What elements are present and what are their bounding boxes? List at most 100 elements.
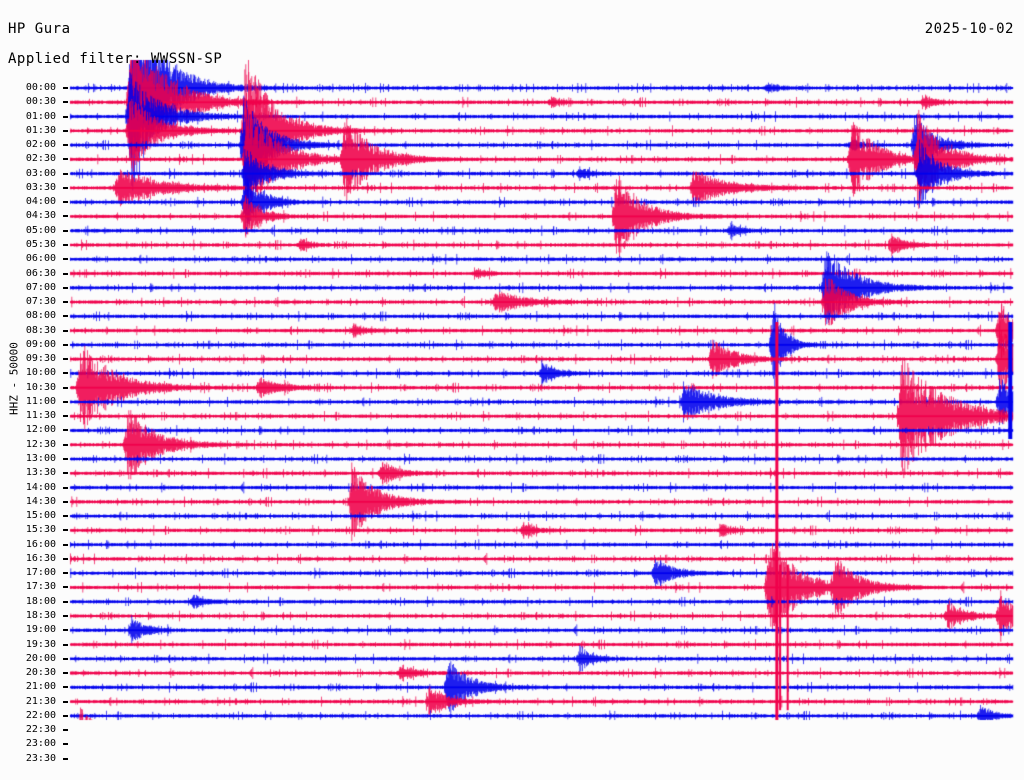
- time-label: 02:00: [25, 139, 56, 151]
- time-label: 06:00: [25, 253, 56, 265]
- time-tick: [63, 158, 68, 161]
- time-label: 03:30: [25, 181, 56, 193]
- time-tick: [63, 129, 68, 132]
- time-tick: [63, 486, 68, 489]
- time-label: 15:00: [25, 510, 56, 522]
- time-label: 10:00: [25, 367, 56, 379]
- time-label: 01:00: [25, 110, 56, 122]
- time-label: 17:00: [25, 567, 56, 579]
- time-label: 16:30: [25, 552, 56, 564]
- time-tick: [63, 757, 68, 760]
- time-label: 18:30: [25, 609, 56, 621]
- time-label: 14:30: [25, 495, 56, 507]
- time-tick: [63, 286, 68, 289]
- time-label: 04:30: [25, 210, 56, 222]
- time-tick: [63, 144, 68, 147]
- time-tick: [63, 272, 68, 275]
- time-label: 08:00: [25, 310, 56, 322]
- time-tick: [63, 201, 68, 204]
- time-tick: [63, 729, 68, 732]
- time-tick: [63, 543, 68, 546]
- time-tick: [63, 386, 68, 389]
- time-tick: [63, 101, 68, 104]
- time-tick: [63, 515, 68, 518]
- time-tick: [63, 714, 68, 717]
- time-tick: [63, 315, 68, 318]
- time-axis: 00:00 00:30 01:00 01:30 02:00 02:30 03:00 03:30…: [0, 0, 70, 780]
- time-tick: [63, 301, 68, 304]
- time-tick: [63, 657, 68, 660]
- time-tick: [63, 472, 68, 475]
- time-label: 16:00: [25, 538, 56, 550]
- time-label: 09:00: [25, 338, 56, 350]
- time-label: 07:30: [25, 296, 56, 308]
- time-label: 20:00: [25, 652, 56, 664]
- time-tick: [63, 415, 68, 418]
- time-tick: [63, 400, 68, 403]
- time-label: 21:30: [25, 695, 56, 707]
- time-label: 18:00: [25, 595, 56, 607]
- time-tick: [63, 743, 68, 746]
- time-label: 09:30: [25, 353, 56, 365]
- time-label: 03:00: [25, 167, 56, 179]
- time-label: 23:30: [25, 752, 56, 764]
- time-tick: [63, 586, 68, 589]
- time-tick: [63, 429, 68, 432]
- time-tick: [63, 529, 68, 532]
- time-label: 15:30: [25, 524, 56, 536]
- time-label: 13:30: [25, 467, 56, 479]
- time-tick: [63, 215, 68, 218]
- time-tick: [63, 700, 68, 703]
- applied-filter-label: Applied filter: WWSSN-SP: [8, 51, 223, 67]
- time-tick: [63, 87, 68, 89]
- time-label: 19:30: [25, 638, 56, 650]
- time-tick: [63, 600, 68, 603]
- time-label: 00:30: [25, 96, 56, 108]
- time-label: 02:30: [25, 153, 56, 165]
- time-tick: [63, 172, 68, 175]
- time-tick: [63, 115, 68, 118]
- time-label: 08:30: [25, 324, 56, 336]
- time-label: 12:00: [25, 424, 56, 436]
- time-label: 22:30: [25, 724, 56, 736]
- time-label: 17:30: [25, 581, 56, 593]
- time-label: 21:00: [25, 681, 56, 693]
- time-tick: [63, 557, 68, 560]
- time-label: 04:00: [25, 196, 56, 208]
- time-tick: [63, 343, 68, 346]
- time-tick: [63, 500, 68, 503]
- time-label: 11:00: [25, 395, 56, 407]
- time-tick: [63, 686, 68, 689]
- time-label: 13:00: [25, 453, 56, 465]
- date-label: 2025-10-02: [924, 21, 1014, 37]
- time-tick: [63, 372, 68, 375]
- time-tick: [63, 643, 68, 646]
- time-label: 05:00: [25, 224, 56, 236]
- time-label: 01:30: [25, 124, 56, 136]
- time-tick: [63, 229, 68, 232]
- time-label: 19:00: [25, 624, 56, 636]
- time-label: 07:00: [25, 281, 56, 293]
- time-label: 20:30: [25, 667, 56, 679]
- time-label: 23:00: [25, 738, 56, 750]
- time-tick: [63, 614, 68, 617]
- time-tick: [63, 329, 68, 332]
- time-tick: [63, 672, 68, 675]
- time-label: 00:00: [25, 82, 56, 93]
- time-tick: [63, 443, 68, 446]
- time-label: 06:30: [25, 267, 56, 279]
- time-tick: [63, 458, 68, 461]
- time-label: 05:30: [25, 238, 56, 250]
- time-label: 10:30: [25, 381, 56, 393]
- time-tick: [63, 258, 68, 261]
- time-tick: [63, 629, 68, 632]
- time-tick: [63, 186, 68, 189]
- time-label: 11:30: [25, 410, 56, 422]
- time-tick: [63, 572, 68, 575]
- time-tick: [63, 358, 68, 361]
- time-label: 22:00: [25, 709, 56, 721]
- time-label: 12:30: [25, 438, 56, 450]
- time-label: 14:00: [25, 481, 56, 493]
- time-tick: [63, 243, 68, 246]
